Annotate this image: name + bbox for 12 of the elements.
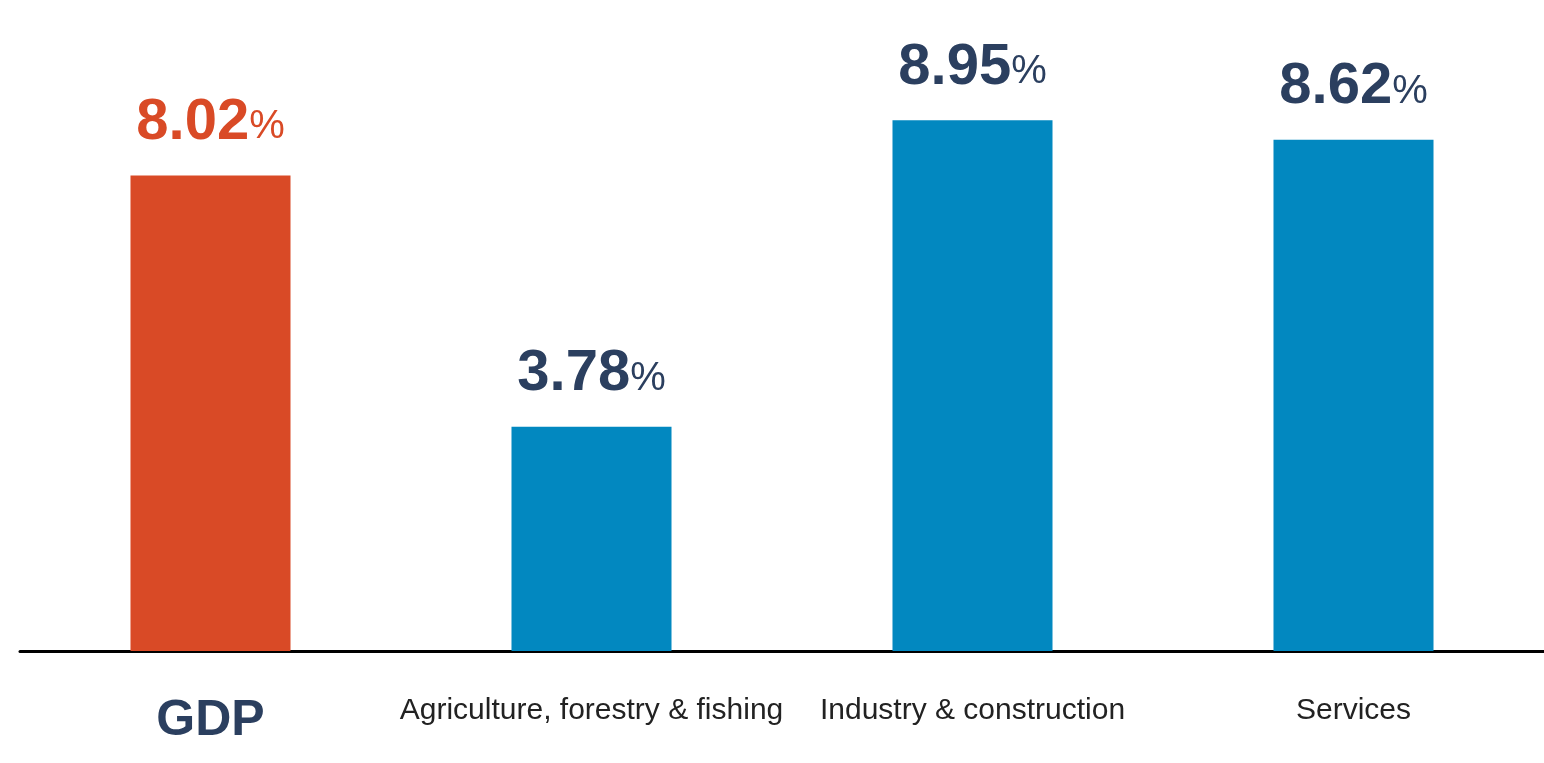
x-tick-label: Industry & construction	[819, 691, 1126, 725]
data-label: 8.95%	[898, 30, 1047, 96]
bar	[511, 426, 672, 651]
bar	[1273, 139, 1434, 651]
data-label: 8.62%	[1279, 50, 1428, 116]
bar	[892, 120, 1053, 651]
data-label: 8.02%	[136, 85, 285, 151]
x-tick-label: Agriculture, forestry & fishing	[399, 691, 784, 725]
x-tick-label: GDP	[156, 690, 265, 746]
bar	[130, 175, 291, 651]
x-tick-label: Services	[1295, 691, 1412, 725]
data-label: 3.78%	[517, 337, 666, 403]
